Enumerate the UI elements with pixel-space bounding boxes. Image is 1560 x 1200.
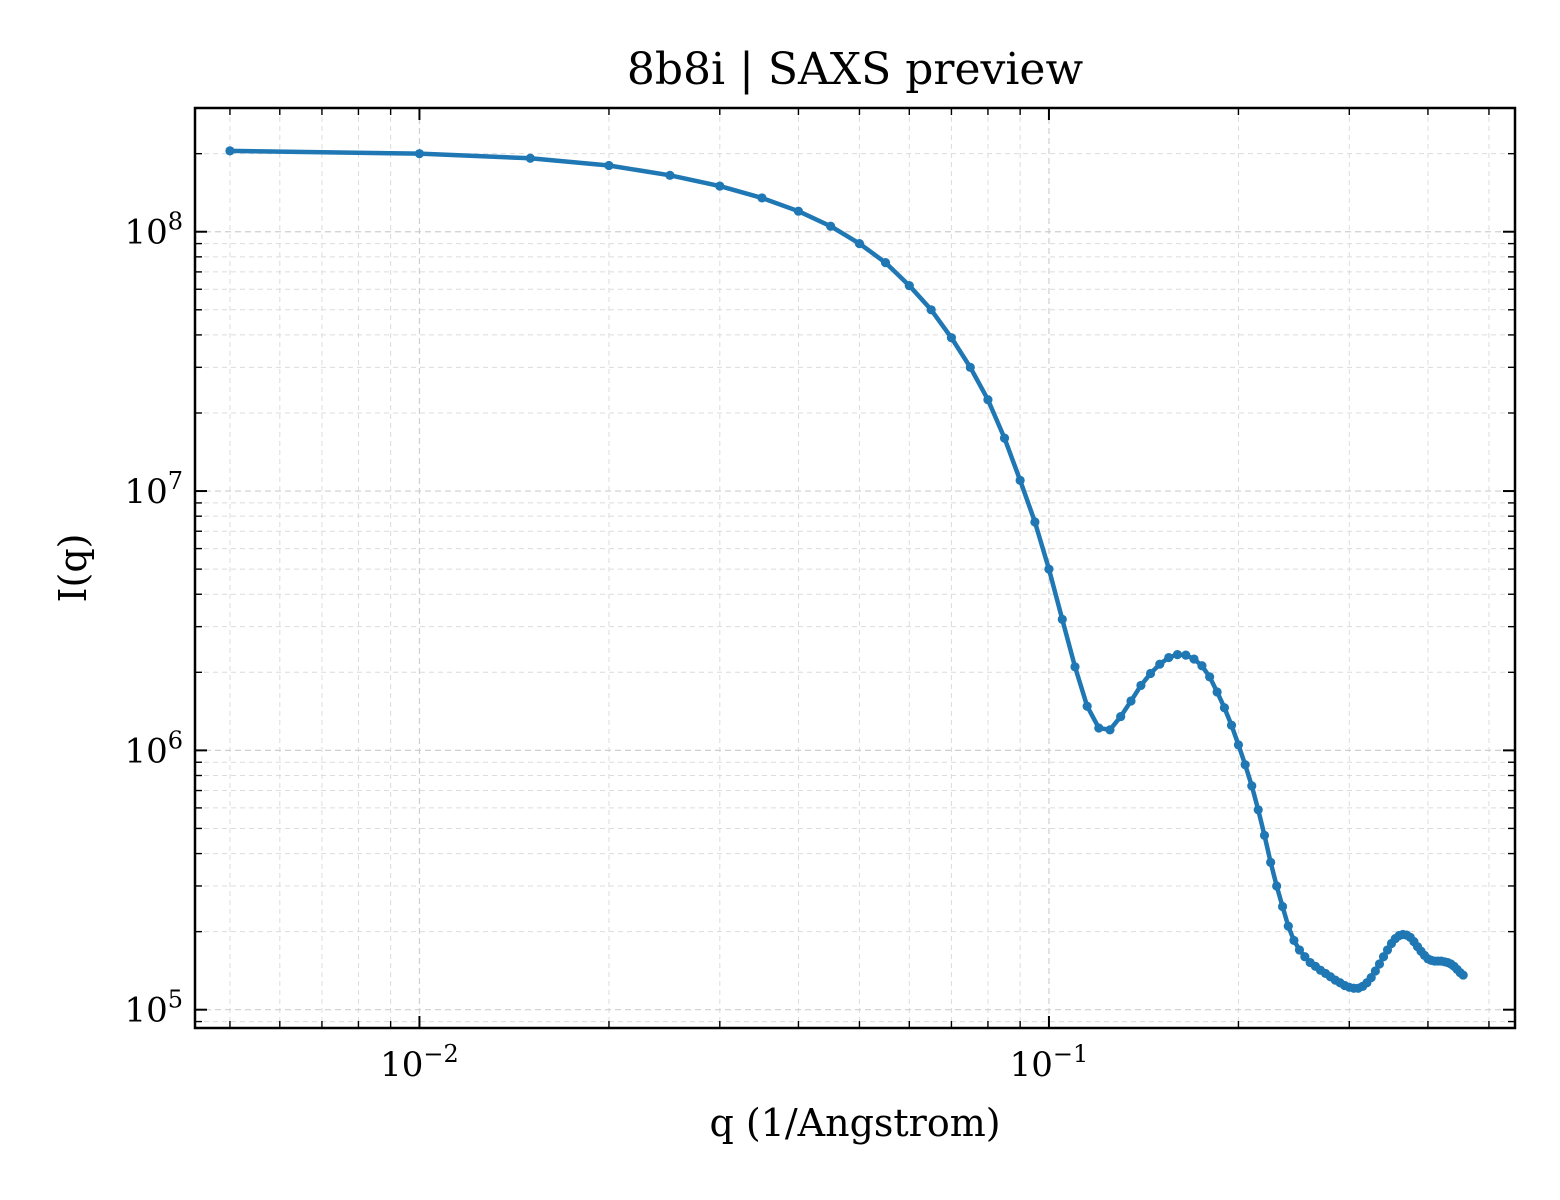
y-tick-label-base: 10 — [124, 213, 167, 253]
grid — [195, 107, 1515, 1028]
data-point — [225, 146, 235, 156]
data-point — [1044, 564, 1054, 574]
data-point — [904, 280, 914, 291]
data-point — [1116, 711, 1126, 722]
x-tick-label: 10−1 — [1010, 1040, 1089, 1085]
data-point — [414, 149, 425, 159]
data-point — [1226, 720, 1237, 730]
data-point — [1070, 662, 1080, 672]
y-tick-label: 107 — [124, 467, 183, 512]
data-point — [1082, 701, 1092, 711]
data-point — [793, 206, 804, 216]
data-point — [1126, 696, 1136, 706]
data-point — [1015, 475, 1025, 485]
data-point — [1458, 970, 1468, 980]
chart-title: 8b8i | SAXS preview — [627, 44, 1084, 95]
data-point — [1366, 972, 1376, 983]
data-point — [1164, 652, 1174, 663]
data-point — [1259, 830, 1270, 841]
data-point — [1378, 952, 1389, 962]
y-tick-label: 106 — [124, 726, 183, 771]
data-point — [604, 160, 614, 171]
axis-ticks — [195, 107, 1515, 1028]
data-point — [757, 193, 767, 203]
x-tick-label-base: 10 — [1010, 1045, 1053, 1085]
y-tick-label-base: 10 — [124, 731, 167, 771]
data-point — [1030, 517, 1040, 527]
data-point — [1370, 966, 1380, 976]
y-tick-label-exponent: 7 — [168, 467, 183, 495]
data-point — [1272, 881, 1282, 891]
data-point — [1155, 659, 1165, 669]
data-point — [1105, 725, 1115, 735]
y-tick-label-exponent: 5 — [168, 986, 183, 1014]
data-point — [1233, 740, 1244, 750]
y-tick-label-base: 10 — [124, 991, 167, 1031]
data-point — [1197, 661, 1207, 671]
data-point — [1145, 668, 1156, 679]
data-point — [1181, 650, 1191, 660]
data-point — [965, 362, 975, 372]
x-tick-label: 10−2 — [380, 1040, 459, 1085]
data-point — [715, 181, 725, 191]
series-layer — [225, 146, 1468, 993]
x-tick-label-exponent: −1 — [1053, 1040, 1088, 1068]
data-point — [826, 221, 836, 231]
data-point — [1189, 654, 1199, 664]
data-point — [946, 333, 957, 343]
data-point — [926, 305, 936, 315]
y-tick-label-base: 10 — [124, 472, 167, 512]
data-point — [1294, 945, 1305, 955]
data-point — [1057, 614, 1067, 624]
data-point — [1374, 959, 1385, 969]
y-tick-label: 105 — [124, 986, 183, 1031]
plot-frame — [193, 106, 1517, 1030]
data-point — [525, 153, 535, 163]
data-point — [1266, 857, 1276, 867]
data-point — [854, 238, 865, 249]
x-axis-label: q (1/Angstrom) — [709, 1101, 1000, 1145]
data-point — [1289, 935, 1299, 946]
data-point — [983, 395, 993, 405]
data-point — [880, 258, 891, 268]
data-point — [1136, 680, 1146, 691]
x-tick-label-base: 10 — [380, 1045, 423, 1085]
y-tick-label: 108 — [124, 208, 183, 253]
data-point — [1094, 723, 1104, 733]
y-tick-label-exponent: 8 — [168, 208, 183, 236]
data-point — [1283, 921, 1293, 931]
data-point — [1219, 703, 1230, 713]
data-point — [1205, 672, 1215, 682]
data-point — [999, 433, 1010, 443]
data-point — [665, 170, 675, 180]
data-point — [1212, 687, 1222, 697]
data-point — [1247, 781, 1257, 791]
y-axis-label: I(q) — [51, 534, 95, 603]
data-point — [1277, 901, 1288, 912]
x-tick-label-exponent: −2 — [423, 1040, 458, 1068]
data-point — [1253, 805, 1263, 815]
data-point — [1172, 650, 1183, 660]
y-tick-label-exponent: 6 — [168, 726, 183, 754]
data-point — [1240, 760, 1250, 770]
